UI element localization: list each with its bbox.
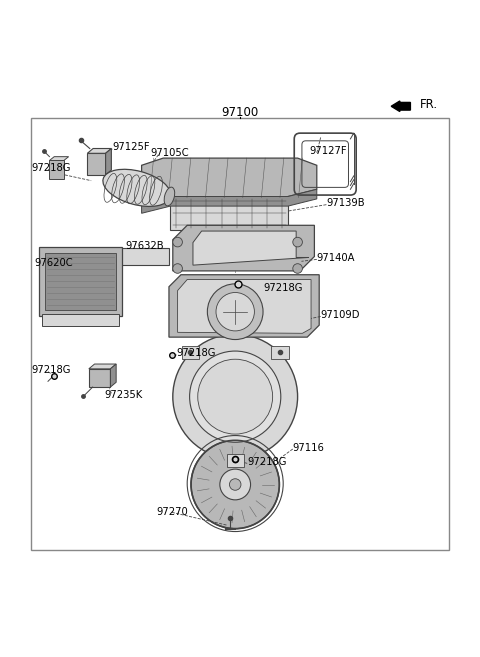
FancyBboxPatch shape — [42, 314, 119, 326]
FancyBboxPatch shape — [170, 196, 288, 230]
Text: 97109D: 97109D — [321, 310, 360, 320]
Text: 97218G: 97218G — [31, 365, 71, 375]
FancyBboxPatch shape — [39, 248, 122, 316]
Circle shape — [220, 469, 251, 500]
FancyBboxPatch shape — [49, 160, 64, 179]
Text: 97105C: 97105C — [150, 148, 189, 158]
Ellipse shape — [164, 187, 175, 206]
Circle shape — [190, 351, 281, 442]
FancyArrow shape — [391, 101, 410, 112]
Circle shape — [173, 263, 182, 273]
Circle shape — [198, 359, 273, 434]
Circle shape — [207, 284, 263, 340]
Polygon shape — [110, 364, 116, 387]
Circle shape — [229, 479, 241, 490]
Text: 97139B: 97139B — [326, 198, 365, 208]
Polygon shape — [89, 364, 116, 369]
Text: 97125F: 97125F — [112, 142, 150, 152]
Polygon shape — [173, 225, 314, 271]
Text: 97140A: 97140A — [317, 253, 355, 263]
Circle shape — [173, 237, 182, 247]
Polygon shape — [142, 189, 317, 214]
Text: 97116: 97116 — [293, 443, 324, 453]
Text: 97270: 97270 — [156, 507, 188, 517]
Circle shape — [216, 292, 254, 331]
FancyBboxPatch shape — [89, 369, 110, 387]
Polygon shape — [87, 148, 111, 153]
Ellipse shape — [103, 170, 171, 206]
Text: 97235K: 97235K — [105, 390, 143, 399]
FancyBboxPatch shape — [271, 346, 288, 359]
Text: FR.: FR. — [420, 99, 438, 111]
Text: 97218G: 97218G — [263, 283, 302, 293]
FancyBboxPatch shape — [227, 454, 244, 467]
Circle shape — [293, 237, 302, 247]
Circle shape — [173, 334, 298, 459]
Text: 97100: 97100 — [221, 106, 259, 119]
Polygon shape — [142, 158, 317, 199]
Text: 97218G: 97218G — [247, 457, 287, 467]
Polygon shape — [106, 148, 111, 175]
Text: 97620C: 97620C — [35, 258, 73, 268]
Polygon shape — [193, 231, 309, 265]
FancyBboxPatch shape — [117, 248, 169, 265]
Bar — [31, 118, 449, 551]
Polygon shape — [169, 275, 319, 337]
FancyBboxPatch shape — [182, 346, 199, 359]
Text: 97632B: 97632B — [126, 241, 164, 251]
FancyBboxPatch shape — [87, 153, 106, 175]
Polygon shape — [49, 156, 69, 160]
Circle shape — [191, 440, 279, 529]
Text: 97127F: 97127F — [310, 146, 347, 156]
FancyBboxPatch shape — [45, 253, 116, 310]
Polygon shape — [178, 279, 311, 333]
Text: 97218G: 97218G — [177, 348, 216, 359]
Text: 97218G: 97218G — [31, 163, 71, 173]
Circle shape — [293, 263, 302, 273]
